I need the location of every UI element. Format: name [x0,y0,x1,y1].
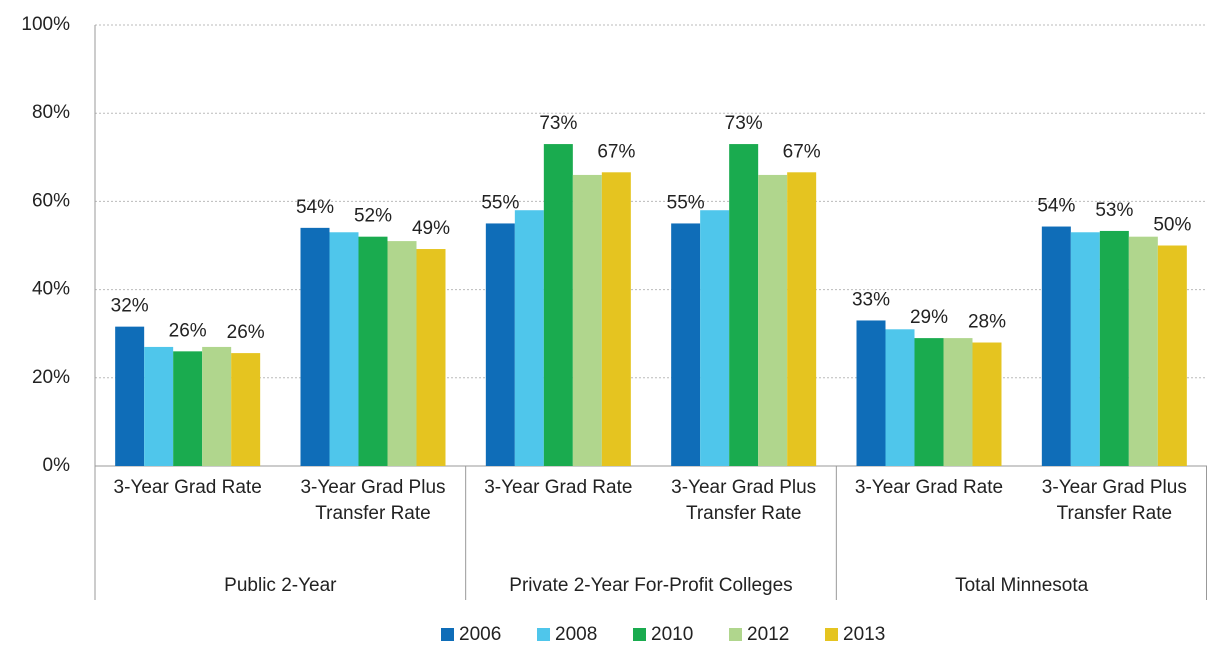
legend-label: 2010 [651,624,693,645]
group-label: Total Minnesota [955,575,1089,596]
y-tick-label: 100% [21,14,70,35]
bar [202,346,232,466]
legend-swatch [825,628,838,641]
data-label: 26% [227,322,265,343]
legend-label: 2006 [459,624,501,645]
data-label: 54% [1037,196,1075,217]
data-label: 28% [968,312,1006,333]
group-label: Public 2-Year [224,575,337,596]
x-tick-label: 3-Year Grad Plus Transfer Rate [300,477,446,524]
bar [1099,230,1129,466]
data-label: 50% [1153,215,1191,236]
data-label: 32% [111,296,149,317]
bar [972,342,1002,466]
x-tick-label: 3-Year Grad Rate [113,477,262,498]
bar [231,353,261,466]
legend-swatch [537,628,550,641]
data-label: 54% [296,197,334,218]
data-label: 33% [852,289,890,310]
x-tick-label: 3-Year Grad Rate [484,477,633,498]
bar [1041,226,1071,466]
legend-swatch [633,628,646,641]
bar [514,210,544,466]
y-tick-label: 40% [32,279,70,300]
bar [543,144,573,466]
data-label: 52% [354,206,392,227]
bar [416,249,446,466]
bar [914,338,944,466]
legend-swatch [729,628,742,641]
data-label: 55% [667,192,705,213]
bar [173,351,203,466]
bar [387,241,417,466]
y-tick-label: 60% [32,190,70,211]
bar [300,227,330,466]
bar [885,329,915,466]
y-tick-label: 20% [32,367,70,388]
legend-label: 2013 [843,624,885,645]
y-tick-label: 80% [32,102,70,123]
x-tick-label: 3-Year Grad Plus Transfer Rate [671,477,817,524]
data-label: 67% [783,141,821,162]
bar [115,326,145,466]
data-label: 67% [597,141,635,162]
group-label: Private 2-Year For-Profit Colleges [509,575,793,596]
bar [1070,232,1100,466]
data-label: 55% [481,192,519,213]
bar [787,172,817,466]
bar [358,236,388,466]
data-label: 29% [910,307,948,328]
bar [758,174,788,466]
bar [572,174,602,466]
bar [700,210,730,466]
legend-swatch [441,628,454,641]
bar [329,232,359,466]
y-tick-label: 0% [43,455,71,476]
legend-label: 2008 [555,624,597,645]
bar [671,223,701,466]
data-label: 53% [1095,200,1133,221]
bar [729,144,759,466]
bar [485,223,515,466]
bar [601,172,631,466]
data-label: 49% [412,218,450,239]
data-label: 26% [169,320,207,341]
bar [144,346,174,466]
bar [1128,236,1158,466]
x-tick-label: 3-Year Grad Rate [854,477,1004,498]
data-label: 73% [539,113,577,134]
bar [943,338,973,466]
bar [1157,245,1187,466]
x-tick-label: 3-Year Grad Plus Transfer Rate [1041,477,1187,524]
bar [856,320,886,466]
data-label: 73% [725,113,763,134]
legend-label: 2012 [747,624,789,645]
